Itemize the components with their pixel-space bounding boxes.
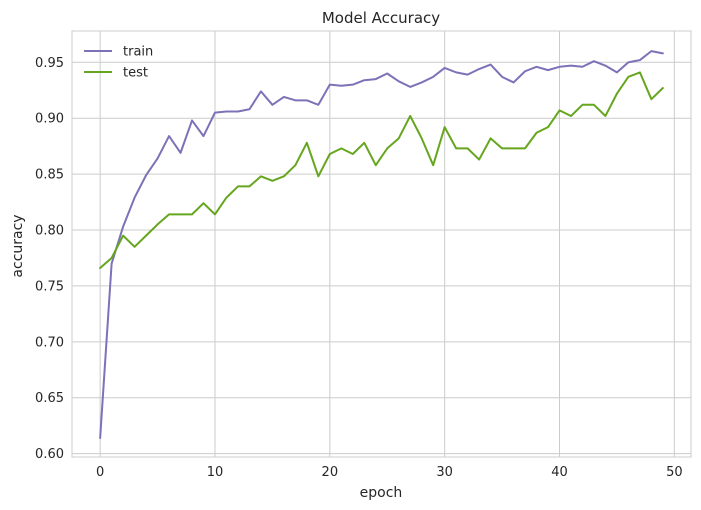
y-tick-label: 0.95 xyxy=(35,56,64,71)
y-tick-label: 0.85 xyxy=(35,168,64,183)
x-axis-ticks: 0 10 20 30 40 50 xyxy=(96,465,683,480)
series-line-test xyxy=(99,71,664,270)
x-axis-label: epoch xyxy=(360,485,403,501)
series-line-train xyxy=(99,50,664,439)
x-tick-label: 40 xyxy=(551,465,568,480)
y-tick-label: 0.90 xyxy=(35,112,64,127)
chart-title: Model Accuracy xyxy=(322,9,440,27)
legend-label-test: test xyxy=(123,66,148,81)
y-tick-label: 0.75 xyxy=(35,279,64,294)
legend: train test xyxy=(84,45,153,81)
plot-area xyxy=(71,30,692,458)
x-tick-label: 20 xyxy=(322,465,339,480)
legend-label-train: train xyxy=(123,45,153,60)
x-tick-label: 10 xyxy=(207,465,224,480)
x-tick-label: 50 xyxy=(666,465,683,480)
y-axis-label: accuracy xyxy=(10,214,26,277)
y-tick-label: 0.65 xyxy=(35,391,64,406)
x-tick-label: 30 xyxy=(436,465,453,480)
y-tick-label: 0.70 xyxy=(35,335,64,350)
y-tick-label: 0.60 xyxy=(35,447,64,462)
y-axis-ticks: 0.60 0.65 0.70 0.75 0.80 0.85 0.90 0.95 xyxy=(35,56,64,462)
series-lines xyxy=(99,50,664,439)
y-tick-label: 0.80 xyxy=(35,224,64,239)
grid-lines xyxy=(72,31,691,457)
x-tick-label: 0 xyxy=(96,465,104,480)
